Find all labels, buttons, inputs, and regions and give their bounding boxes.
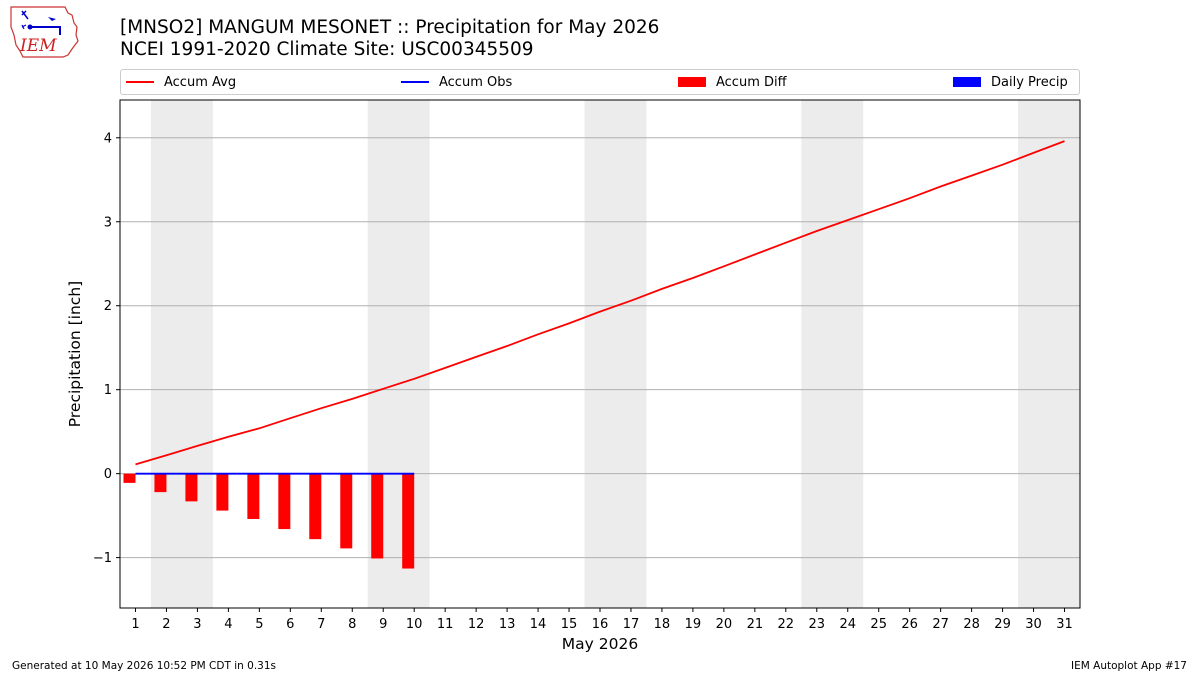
chart-legend: Accum Avg Accum Obs Accum Diff Daily Pre… (120, 69, 1080, 95)
x-tick-label: 21 (747, 617, 764, 632)
legend-item-accum-avg: Accum Avg (126, 70, 236, 94)
x-tick-label: 31 (1056, 617, 1073, 632)
x-tick-label: 28 (963, 617, 980, 632)
x-tick-label: 10 (406, 617, 423, 632)
chart-title: [MNSO2] MANGUM MESONET :: Precipitation … (120, 17, 659, 61)
x-tick-label: 17 (623, 617, 640, 632)
iem-logo: IEM (10, 6, 79, 58)
legend-swatch-accum-obs (401, 81, 429, 83)
x-tick-label: 22 (778, 617, 795, 632)
chart-title-line2: NCEI 1991-2020 Climate Site: USC00345509 (120, 39, 534, 60)
y-tick-label: −1 (93, 551, 112, 566)
x-tick-label: 13 (499, 617, 516, 632)
x-tick-label: 2 (162, 617, 170, 632)
weekend-band-3 (584, 100, 647, 608)
x-tick-label: 3 (193, 617, 201, 632)
x-tick-label: 12 (468, 617, 485, 632)
x-tick-label: 5 (255, 617, 263, 632)
x-tick-label: 14 (530, 617, 547, 632)
accum-diff-bar (340, 473, 353, 549)
accum-diff-bar (216, 473, 229, 511)
x-tick-label: 6 (286, 617, 294, 632)
legend-item-daily-precip: Daily Precip (953, 70, 1068, 94)
legend-swatch-daily-precip (953, 77, 981, 87)
plot-frame (119, 99, 1081, 609)
y-axis-label: Precipitation [inch] (66, 281, 84, 427)
x-tick-label: 18 (654, 617, 671, 632)
x-tick-label: 9 (379, 617, 387, 632)
y-tick-label: 1 (104, 383, 112, 398)
accum-diff-bar (371, 473, 384, 559)
accum-diff-bar (402, 473, 415, 569)
x-tick-label: 15 (561, 617, 578, 632)
x-tick-label: 7 (317, 617, 325, 632)
chart-title-line1: [MNSO2] MANGUM MESONET :: Precipitation … (120, 17, 660, 38)
accum-diff-bar (278, 473, 291, 530)
legend-label-accum-avg: Accum Avg (164, 74, 237, 90)
weekend-band-4 (801, 100, 864, 608)
logo-text: IEM (19, 36, 57, 56)
accum-diff-bar (247, 473, 260, 519)
legend-label-accum-diff: Accum Diff (716, 74, 787, 90)
y-tick-label: 4 (104, 131, 112, 146)
x-tick-label: 29 (994, 617, 1011, 632)
footer-generated: Generated at 10 May 2026 10:52 PM CDT in… (12, 660, 276, 672)
weekend-band-1 (150, 100, 213, 608)
x-tick-label: 25 (870, 617, 887, 632)
legend-label-daily-precip: Daily Precip (991, 74, 1068, 90)
accum-diff-bar (123, 473, 136, 483)
y-tick-label: 2 (104, 299, 112, 314)
accum-avg-line (135, 140, 1065, 466)
accum-diff-bar (309, 473, 322, 540)
x-axis-label: May 2026 (562, 635, 638, 653)
x-tick-label: 4 (224, 617, 232, 632)
legend-label-accum-obs: Accum Obs (439, 74, 513, 90)
y-tick-label: 0 (104, 467, 112, 482)
legend-item-accum-obs: Accum Obs (401, 70, 512, 94)
legend-item-accum-diff: Accum Diff (678, 70, 787, 94)
x-tick-label: 19 (685, 617, 702, 632)
x-tick-label: 27 (932, 617, 949, 632)
weekend-band-5 (1018, 100, 1080, 608)
x-tick-label: 26 (901, 617, 918, 632)
x-tick-label: 23 (809, 617, 826, 632)
x-tick-label: 11 (437, 617, 454, 632)
accum-diff-bar (154, 473, 167, 493)
x-tick-label: 20 (716, 617, 733, 632)
x-tick-label: 24 (839, 617, 856, 632)
x-tick-label: 30 (1025, 617, 1042, 632)
legend-swatch-accum-diff (678, 77, 706, 87)
x-tick-label: 1 (131, 617, 139, 632)
y-tick-label: 3 (104, 215, 112, 230)
x-tick-label: 8 (348, 617, 356, 632)
x-tick-label: 16 (592, 617, 609, 632)
legend-swatch-accum-avg (126, 81, 154, 83)
footer-app-id: IEM Autoplot App #17 (1071, 660, 1187, 672)
accum-diff-bar (185, 473, 198, 502)
